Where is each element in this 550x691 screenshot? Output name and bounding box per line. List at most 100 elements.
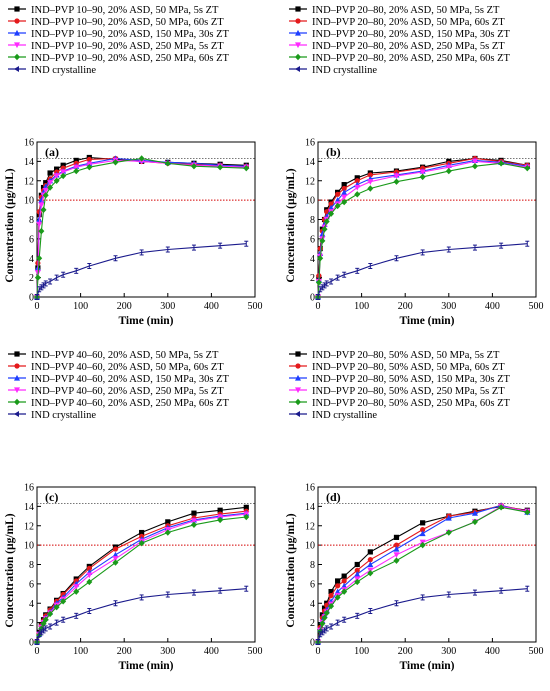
- data-point: [354, 175, 360, 181]
- chart-panel-d: IND–PVP 20–80, 50% ASD, 50 MPa, 5s ZT IND…: [285, 350, 544, 672]
- legend-marker: [295, 363, 301, 369]
- data-point: [341, 573, 347, 579]
- data-point: [190, 163, 197, 170]
- data-point: [354, 561, 360, 568]
- x-tick-label: 200: [117, 646, 132, 657]
- data-point: [319, 237, 326, 245]
- data-point: [86, 578, 93, 586]
- chart-panel-a: IND–PVP 10–90, 20% ASD, 50 MPa, 5s ZT IND…: [4, 5, 263, 327]
- legend-entry: IND–PVP 20–80, 50% ASD, 250 MPa, 5s ZT: [312, 386, 505, 397]
- y-tick-label: 10: [305, 541, 315, 552]
- x-tick-label: 400: [485, 301, 500, 312]
- y-tick-label: 16: [24, 483, 34, 494]
- y-tick-label: 8: [29, 560, 34, 571]
- y-tick-label: 6: [310, 234, 315, 245]
- legend: IND–PVP 20–80, 50% ASD, 50 MPa, 5s ZT IND…: [289, 350, 511, 421]
- y-tick-label: 6: [29, 234, 34, 245]
- y-tick-label: 4: [310, 254, 315, 265]
- data-point: [471, 518, 478, 526]
- panel-label: (c): [45, 490, 58, 504]
- data-point: [112, 159, 119, 166]
- legend-marker: [295, 6, 301, 12]
- series-5: [316, 240, 530, 300]
- data-point: [445, 167, 452, 175]
- data-point: [321, 225, 328, 233]
- data-point: [38, 227, 45, 235]
- data-point: [321, 605, 328, 611]
- x-tick-label: 500: [248, 646, 263, 657]
- data-point: [112, 546, 119, 552]
- legend-entry: IND–PVP 40–60, 20% ASD, 150 MPa, 30s ZT: [31, 374, 230, 385]
- y-tick-label: 14: [24, 157, 34, 168]
- legend: IND–PVP 20–80, 20% ASD, 50 MPa, 5s ZTIND…: [289, 5, 511, 76]
- y-tick-label: 2: [29, 273, 34, 284]
- series-0: [34, 154, 249, 300]
- legend-entry: IND–PVP 10–90, 20% ASD, 50 MPa, 5s ZT: [31, 5, 219, 16]
- series-line: [317, 588, 528, 643]
- data-point: [112, 556, 119, 562]
- data-point: [335, 578, 341, 584]
- x-tick-label: 0: [35, 646, 40, 657]
- data-point: [393, 542, 400, 548]
- data-point: [191, 510, 197, 516]
- legend-marker: [14, 398, 20, 406]
- series-0: [34, 504, 249, 645]
- y-tick-label: 12: [305, 176, 315, 187]
- data-point: [420, 520, 426, 526]
- data-point: [471, 158, 478, 165]
- data-point: [335, 583, 341, 589]
- data-point: [328, 589, 334, 595]
- legend-entry: IND–PVP 40–60, 20% ASD, 250 MPa, 5s ZT: [31, 386, 224, 397]
- data-point: [217, 516, 224, 524]
- data-point: [367, 561, 374, 568]
- legend-entry: IND–PVP 40–60, 20% ASD, 250 MPa, 60s ZT: [31, 398, 230, 409]
- legend-entry: IND–PVP 20–80, 20% ASD, 250 MPa, 60s ZT: [312, 53, 511, 64]
- data-point: [393, 557, 400, 564]
- series-line: [36, 157, 247, 298]
- data-point: [315, 279, 322, 286]
- y-tick-label: 2: [310, 618, 315, 629]
- plot-frame: [317, 141, 537, 298]
- y-tick-label: 12: [24, 521, 34, 532]
- series-3: [34, 157, 250, 301]
- data-point: [243, 513, 250, 521]
- data-point: [445, 529, 452, 536]
- data-point: [335, 191, 341, 197]
- data-point: [328, 204, 335, 211]
- legend-entry: IND–PVP 20–80, 20% ASD, 150 MPa, 30s ZT: [312, 29, 511, 40]
- y-tick-label: 12: [305, 521, 315, 532]
- legend-marker: [14, 66, 19, 72]
- legend-entry: IND crystalline: [31, 65, 96, 76]
- x-tick-label: 300: [160, 646, 175, 657]
- data-point: [317, 255, 324, 262]
- data-point: [367, 549, 373, 555]
- data-point: [86, 565, 92, 571]
- data-point: [217, 163, 224, 171]
- data-point: [43, 180, 49, 186]
- data-point: [393, 173, 400, 180]
- x-tick-label: 0: [316, 301, 321, 312]
- y-tick-label: 14: [305, 157, 315, 168]
- data-point: [73, 584, 80, 590]
- y-tick-label: 16: [305, 483, 315, 494]
- y-tick-label: 0: [29, 638, 34, 649]
- x-axis-label: Time (min): [118, 315, 173, 327]
- data-point: [328, 201, 334, 207]
- legend-entry: IND crystalline: [31, 410, 96, 421]
- y-tick-label: 10: [305, 196, 315, 207]
- x-tick-label: 300: [160, 301, 175, 312]
- data-point: [393, 545, 400, 552]
- data-point: [341, 578, 347, 584]
- legend-marker: [14, 387, 20, 394]
- data-point: [471, 163, 478, 170]
- legend-entry: IND–PVP 20–80, 50% ASD, 50 MPa, 5s ZT: [312, 350, 500, 361]
- series-line: [36, 157, 247, 298]
- series-line: [317, 505, 528, 643]
- data-point: [60, 162, 66, 168]
- series-line: [317, 504, 528, 643]
- data-point: [367, 570, 374, 577]
- data-point: [328, 210, 335, 217]
- x-tick-label: 0: [316, 646, 321, 657]
- data-point: [47, 610, 54, 618]
- legend-marker: [295, 42, 301, 49]
